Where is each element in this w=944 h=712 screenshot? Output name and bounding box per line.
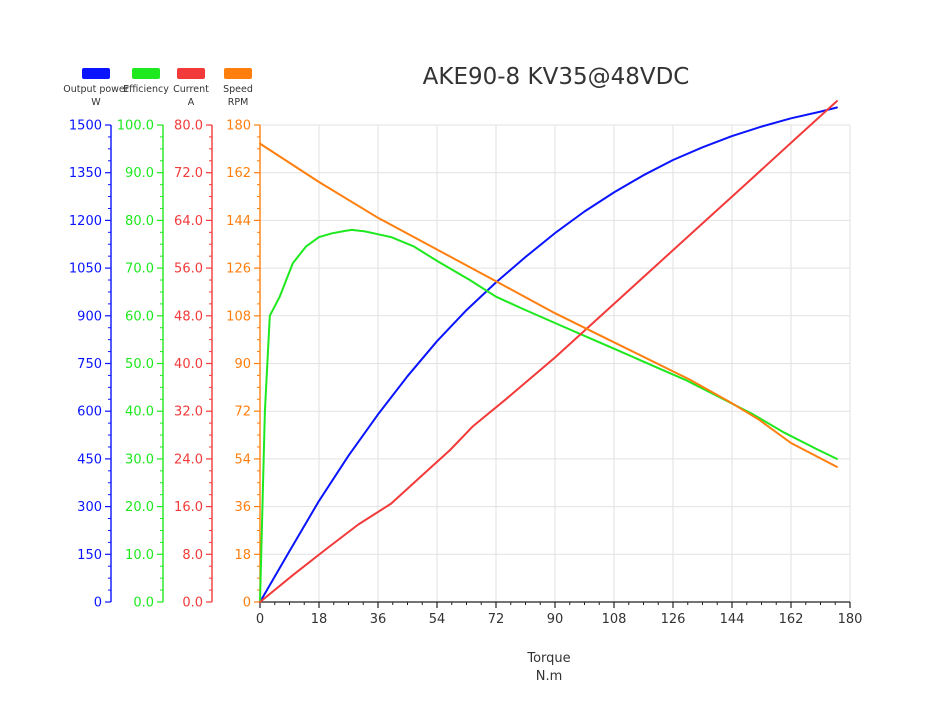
y-tick-label: 900 <box>77 309 102 324</box>
x-axis-label: Torque <box>526 651 570 666</box>
x-tick-label: 0 <box>256 612 264 627</box>
series-lines <box>259 100 838 603</box>
y-tick-label: 64.0 <box>174 214 203 229</box>
series-line-power <box>259 106 838 603</box>
y-tick-label: 72 <box>234 405 251 420</box>
x-tick-label: 108 <box>602 612 627 627</box>
legend-label: Current <box>173 84 209 95</box>
x-tick-label: 162 <box>779 612 804 627</box>
y-tick-label: 36 <box>234 500 251 515</box>
y-axis-power: 0 150 300 450 600 750 900 1050 1200 1350 1500 <box>69 119 112 611</box>
legend-item-power: Output power W <box>63 68 129 108</box>
legend-label: Output power <box>63 84 128 95</box>
x-axis: 0 18 36 54 72 90 108 126 144 162 180 <box>256 601 863 627</box>
y-tick-label: 1350 <box>69 166 102 181</box>
legend-swatch <box>82 68 110 79</box>
y-tick-label: 0 <box>94 596 102 611</box>
y-tick-label: 162 <box>226 166 251 181</box>
y-tick-label: 90.0 <box>125 166 154 181</box>
y-tick-label: 150 <box>77 548 102 563</box>
y-tick-label: 72.0 <box>174 166 203 181</box>
y-tick-label: 80.0 <box>174 119 203 134</box>
y-tick-label: 600 <box>77 405 102 420</box>
x-tick-label: 180 <box>838 612 863 627</box>
y-axis-speed: 0 18 36 54 72 90 108 126 144 162 180 <box>226 119 261 611</box>
legend: Output power W Efficiency Current A Speed RPM <box>63 68 253 108</box>
chart-title: AKE90-8 KV35@48VDC <box>423 64 690 90</box>
y-tick-label: 90 <box>234 357 251 372</box>
legend-item-speed: Speed RPM <box>223 68 253 108</box>
y-tick-label: 0.0 <box>182 596 203 611</box>
legend-item-eff: Efficiency <box>123 68 169 95</box>
y-tick-label: 20.0 <box>125 500 154 515</box>
legend-unit: RPM <box>228 97 249 108</box>
y-axis-eff: 0.0 10.0 20.0 30.0 40.0 50.0 60.0 70.0 80.0 90.0 1… <box>117 119 164 611</box>
x-tick-label: 18 <box>311 612 328 627</box>
y-tick-label: 40.0 <box>174 357 203 372</box>
y-tick-label: 8.0 <box>182 548 203 563</box>
y-tick-label: 32.0 <box>174 405 203 420</box>
y-axis-current: 0.0 8.0 16.0 24.0 32.0 40.0 48.0 56.0 64.0 72.0 80… <box>174 119 213 611</box>
y-tick-label: 16.0 <box>174 500 203 515</box>
legend-item-current: Current A <box>173 68 209 108</box>
legend-swatch <box>177 68 205 79</box>
y-tick-label: 80.0 <box>125 214 154 229</box>
y-tick-label: 450 <box>77 452 102 467</box>
y-tick-label: 10.0 <box>125 548 154 563</box>
y-tick-label: 1500 <box>69 119 102 134</box>
x-tick-label: 72 <box>488 612 505 627</box>
legend-unit: W <box>91 97 101 108</box>
x-tick-label: 126 <box>661 612 686 627</box>
y-tick-label: 100.0 <box>117 119 154 134</box>
y-tick-label: 0.0 <box>133 596 154 611</box>
y-tick-label: 56.0 <box>174 262 203 277</box>
y-tick-label: 750 <box>77 357 102 372</box>
y-tick-label: 54 <box>234 452 251 467</box>
y-tick-label: 1200 <box>69 214 102 229</box>
x-tick-label: 90 <box>547 612 564 627</box>
legend-label: Speed <box>223 84 253 95</box>
y-tick-label: 1050 <box>69 262 102 277</box>
series-line-eff <box>259 228 838 603</box>
y-tick-label: 144 <box>226 214 251 229</box>
x-axis-unit: N.m <box>536 669 563 684</box>
x-tick-label: 54 <box>429 612 446 627</box>
y-tick-label: 40.0 <box>125 405 154 420</box>
y-tick-label: 180 <box>226 119 251 134</box>
y-tick-label: 30.0 <box>125 452 154 467</box>
legend-swatch <box>132 68 160 79</box>
x-tick-label: 36 <box>370 612 387 627</box>
y-tick-label: 108 <box>226 309 251 324</box>
y-tick-label: 24.0 <box>174 452 203 467</box>
series-line-speed <box>259 142 838 468</box>
x-tick-label: 144 <box>720 612 745 627</box>
y-tick-label: 0 <box>243 596 251 611</box>
y-tick-label: 60.0 <box>125 309 154 324</box>
y-tick-label: 18 <box>234 548 251 563</box>
y-tick-label: 300 <box>77 500 102 515</box>
y-tick-label: 70.0 <box>125 262 154 277</box>
legend-label: Efficiency <box>123 84 169 95</box>
series-line-current <box>259 100 838 603</box>
legend-unit: A <box>188 97 195 108</box>
y-tick-label: 48.0 <box>174 309 203 324</box>
grid <box>259 124 851 603</box>
y-axes: 015030045060075090010501200135015000.010… <box>69 119 261 611</box>
y-tick-label: 50.0 <box>125 357 154 372</box>
y-tick-label: 126 <box>226 262 251 277</box>
legend-swatch <box>224 68 252 79</box>
